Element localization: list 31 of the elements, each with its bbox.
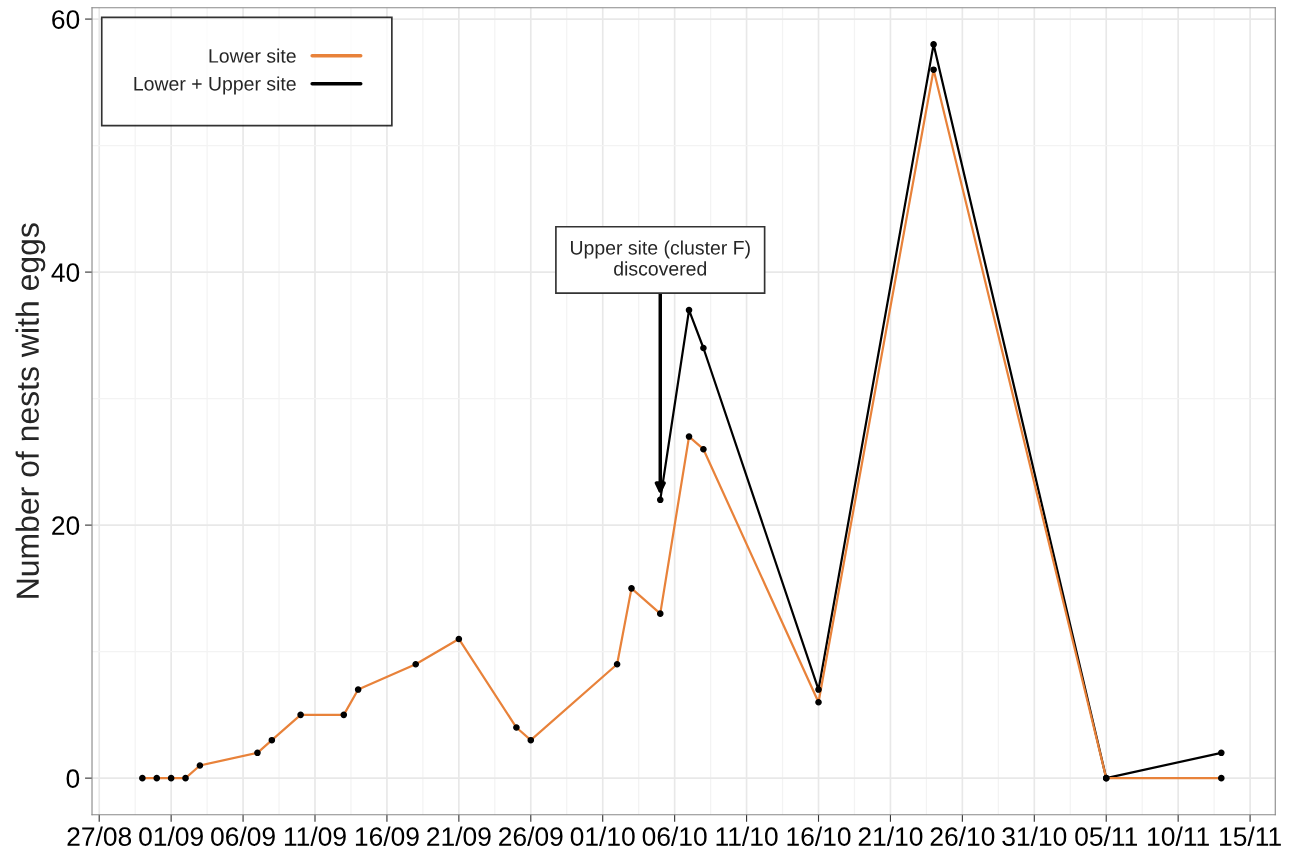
- x-tick-label: 16/10: [787, 826, 851, 846]
- x-tick-label: 26/10: [930, 826, 995, 846]
- x-tick-label: 16/09: [355, 826, 419, 846]
- point: [685, 306, 693, 314]
- y-tick-label: 20: [52, 516, 80, 535]
- point: [1218, 749, 1225, 757]
- y-tick-label: 0: [66, 769, 80, 788]
- y-tick-label: 60: [52, 10, 80, 29]
- x-tick-label: 21/09: [427, 826, 491, 846]
- x-tick-label: 11/10: [716, 826, 778, 846]
- legend-label: Lower site: [209, 48, 296, 63]
- x-tick-label: 06/09: [211, 826, 275, 846]
- y-axis-title: Number of nests with eggs: [15, 223, 46, 598]
- x-tick-label: 21/10: [858, 826, 923, 846]
- x-tick-label: 05/11: [1075, 826, 1137, 846]
- x-tick-label: 01/09: [139, 826, 203, 846]
- y-tick-label: 40: [51, 263, 80, 282]
- legend-label: Lower + Upper site: [134, 76, 296, 95]
- x-tick-label: 10/11: [1148, 826, 1209, 846]
- annotation: Upper site (cluster F) discovered: [571, 240, 750, 276]
- x-tick-label: 11/09: [284, 826, 346, 846]
- point: [815, 686, 822, 693]
- x-tick-label: 06/10: [642, 826, 707, 846]
- x-tick-label: 26/09: [499, 826, 563, 846]
- x-tick-label: 31/10: [1002, 826, 1067, 846]
- x-tick-label: 01/10: [570, 826, 635, 846]
- point: [656, 496, 664, 504]
- x-tick-label: 15/11: [1220, 826, 1281, 846]
- x-tick-label: 27/08: [67, 826, 132, 846]
- point: [700, 344, 707, 352]
- point: [930, 41, 937, 48]
